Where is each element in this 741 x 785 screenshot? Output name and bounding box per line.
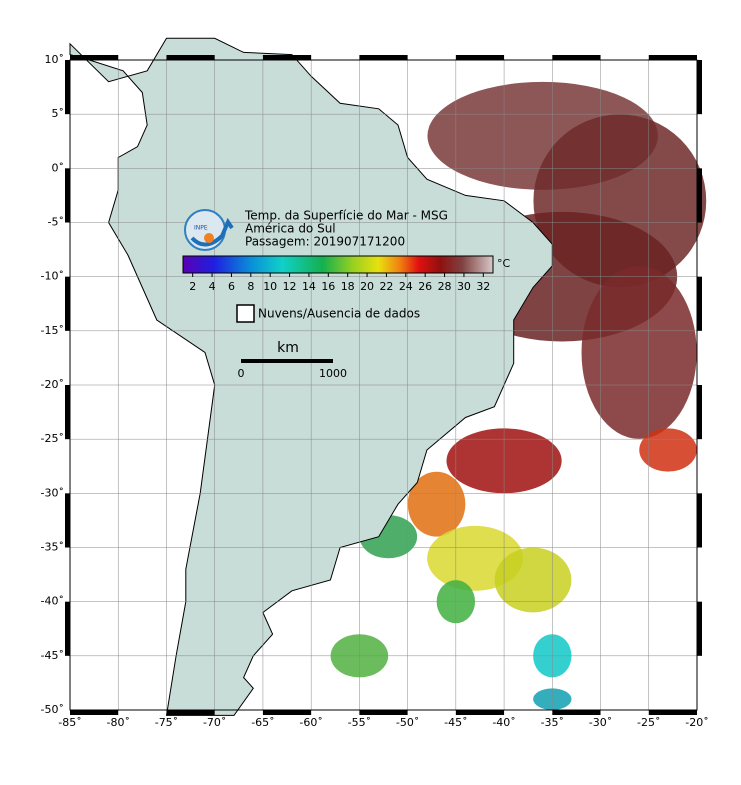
x-tick-label: -55˚ bbox=[348, 716, 371, 729]
frame-segment bbox=[697, 60, 702, 115]
x-tick-label: -35˚ bbox=[541, 716, 564, 729]
colorbar-label: 26 bbox=[418, 280, 432, 293]
y-tick-label: -15˚ bbox=[41, 324, 64, 337]
scale-unit: km bbox=[277, 340, 299, 356]
frame-segment bbox=[65, 385, 70, 440]
colorbar-label: 24 bbox=[399, 280, 413, 293]
frame-segment bbox=[65, 276, 70, 331]
x-tick-label: -30˚ bbox=[589, 716, 612, 729]
logo-text: INPE bbox=[194, 225, 208, 232]
frame-segment bbox=[552, 55, 601, 60]
title: Temp. da Superfície do Mar - MSG bbox=[244, 209, 448, 223]
y-tick-label: 10˚ bbox=[45, 53, 65, 66]
x-tick-label: -70˚ bbox=[203, 716, 226, 729]
frame-segment bbox=[65, 60, 70, 115]
frame-segment bbox=[697, 168, 702, 223]
y-tick-label: -35˚ bbox=[41, 541, 64, 554]
scale-label: 0 bbox=[238, 367, 245, 380]
logo-arrow bbox=[190, 217, 234, 247]
y-tick-label: 0˚ bbox=[52, 161, 65, 174]
y-tick-label: -5˚ bbox=[48, 216, 64, 229]
subtitle: América do Sul bbox=[245, 222, 336, 236]
frame-segment bbox=[455, 710, 505, 715]
frame-segment bbox=[70, 710, 119, 715]
colorbar-label: 14 bbox=[302, 280, 316, 293]
colorbar-label: 18 bbox=[341, 280, 355, 293]
y-tick-label: -50˚ bbox=[41, 703, 64, 716]
scale-bar bbox=[241, 359, 333, 363]
frame-segment bbox=[359, 55, 408, 60]
x-tick-label: -85˚ bbox=[58, 716, 81, 729]
sst-patch bbox=[639, 428, 697, 472]
frame-segment bbox=[455, 55, 505, 60]
colorbar-label: 32 bbox=[476, 280, 490, 293]
colorbar-label: 2 bbox=[189, 280, 196, 293]
frame-segment bbox=[262, 710, 312, 715]
y-tick-label: -45˚ bbox=[41, 649, 64, 662]
frame-segment bbox=[70, 55, 119, 60]
legend-label: Nuvens/Ausencia de dados bbox=[258, 307, 420, 321]
x-tick-label: -75˚ bbox=[155, 716, 178, 729]
colorbar-label: 10 bbox=[263, 280, 277, 293]
frame-segment bbox=[697, 276, 702, 331]
frame-segment bbox=[697, 385, 702, 440]
scale-label: 1000 bbox=[319, 367, 347, 380]
colorbar-label: 20 bbox=[360, 280, 374, 293]
sst-patch bbox=[407, 471, 466, 537]
y-tick-label: -20˚ bbox=[41, 378, 64, 391]
sst-patch bbox=[581, 266, 697, 439]
y-tick-label: -40˚ bbox=[41, 595, 64, 608]
colorbar-label: 16 bbox=[321, 280, 335, 293]
colorbar-unit: °C bbox=[497, 257, 511, 270]
colorbar-label: 8 bbox=[247, 280, 254, 293]
frame-segment bbox=[65, 493, 70, 548]
y-tick-label: 5˚ bbox=[52, 107, 65, 120]
colorbar-label: 4 bbox=[209, 280, 216, 293]
sst-patch bbox=[494, 547, 572, 613]
frame-segment bbox=[166, 55, 215, 60]
x-tick-label: -65˚ bbox=[251, 716, 274, 729]
x-tick-label: -80˚ bbox=[106, 716, 129, 729]
y-tick-label: -10˚ bbox=[41, 270, 64, 283]
colorbar bbox=[182, 255, 494, 274]
x-tick-label: -25˚ bbox=[637, 716, 660, 729]
frame-segment bbox=[65, 601, 70, 656]
colorbar-label: 12 bbox=[283, 280, 297, 293]
logo-dot bbox=[204, 233, 214, 243]
x-tick-label: -40˚ bbox=[492, 716, 515, 729]
x-tick-label: -20˚ bbox=[685, 716, 708, 729]
colorbar-label: 28 bbox=[438, 280, 452, 293]
colorbar-label: 22 bbox=[379, 280, 393, 293]
y-tick-label: -25˚ bbox=[41, 432, 64, 445]
x-tick-label: -60˚ bbox=[299, 716, 322, 729]
colorbar-label: 6 bbox=[228, 280, 235, 293]
frame-segment bbox=[648, 55, 697, 60]
map-area bbox=[69, 37, 707, 716]
frame-segment bbox=[359, 710, 408, 715]
legend-swatch bbox=[236, 304, 255, 323]
frame-segment bbox=[262, 55, 312, 60]
frame-segment bbox=[166, 710, 215, 715]
colorbar-label: 30 bbox=[457, 280, 471, 293]
frame-segment bbox=[697, 493, 702, 548]
map-overlay: INPE Temp. da Superfície do Mar - MSG Am… bbox=[182, 209, 511, 380]
pass-date: Passagem: 201907171200 bbox=[245, 235, 405, 249]
frame-segment bbox=[648, 710, 697, 715]
frame-segment bbox=[65, 168, 70, 223]
x-tick-label: -45˚ bbox=[444, 716, 467, 729]
x-tick-label: -50˚ bbox=[396, 716, 419, 729]
frame-segment bbox=[697, 601, 702, 656]
y-tick-label: -30˚ bbox=[41, 486, 64, 499]
frame-segment bbox=[552, 710, 601, 715]
